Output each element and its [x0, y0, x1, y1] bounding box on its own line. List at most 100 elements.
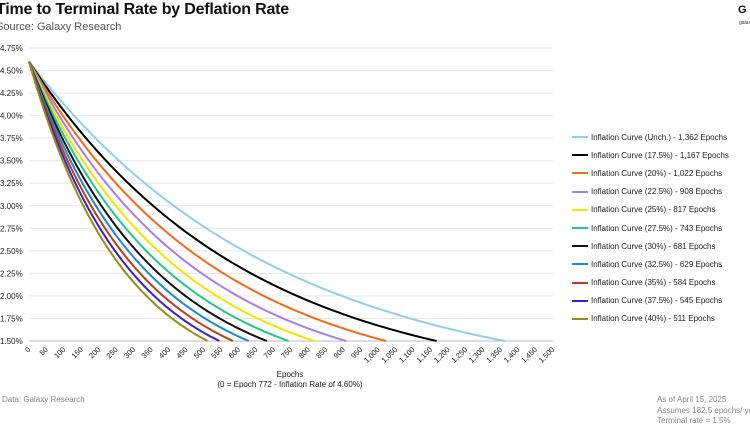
- x-tick-label: 450: [174, 345, 189, 360]
- footer-note-epochs: Assumes 182.5 epochs/ year: [657, 405, 750, 415]
- legend-item: Inflation Curve (30%) - 681 Epochs: [572, 237, 747, 255]
- legend-swatch: [572, 227, 588, 230]
- legend-item: Inflation Curve (20%) - 1,022 Epochs: [572, 164, 747, 182]
- series-line-7: [28, 61, 268, 342]
- x-tick-label: 650: [244, 345, 259, 360]
- legend-label: Inflation Curve (Unch.) - 1,362 Epochs: [591, 132, 728, 142]
- legend-item: Inflation Curve (25%) - 817 Epochs: [572, 201, 747, 219]
- legend-label: Inflation Curve (30%) - 681 Epochs: [591, 241, 716, 251]
- series-line-6: [28, 61, 289, 342]
- legend-item: Inflation Curve (35%) - 584 Epochs: [572, 274, 747, 292]
- legend-label: Inflation Curve (32.5%) - 629 Epochs: [591, 259, 723, 269]
- legend-item: Inflation Curve (27.5%) - 743 Epochs: [572, 219, 747, 237]
- x-tick-label: 550: [209, 345, 224, 360]
- y-tick-label: 2.25%: [0, 269, 23, 278]
- galaxy-logo: G galaxy: [732, 4, 750, 30]
- y-tick-label: 3.50%: [0, 157, 23, 166]
- galaxy-logo-mark-icon: G: [738, 4, 747, 16]
- legend-swatch: [572, 299, 588, 302]
- x-tick-label: 1,400: [502, 345, 522, 365]
- series-line-5: [28, 61, 315, 342]
- chart-legend: Inflation Curve (Unch.) - 1,362 Epochs In…: [572, 128, 747, 328]
- legend-swatch: [572, 190, 588, 193]
- x-tick-label: 350: [139, 345, 154, 360]
- footer-notes: As of April 15, 2025 Assumes 182.5 epoch…: [657, 395, 750, 427]
- x-tick-label: 700: [262, 345, 277, 360]
- x-tick-label: 1,150: [415, 345, 435, 365]
- x-tick-label: 50: [38, 345, 50, 357]
- legend-item: Inflation Curve (17.5%) - 1,167 Epochs: [572, 146, 747, 164]
- x-tick-label: 300: [122, 345, 137, 360]
- x-tick-label: 100: [52, 345, 67, 360]
- x-tick-label: 800: [297, 345, 312, 360]
- x-axis-title: Epochs: [276, 370, 304, 379]
- x-tick-label: 200: [87, 345, 102, 360]
- legend-swatch: [572, 136, 588, 139]
- x-tick-label: 1,350: [484, 345, 504, 365]
- series-line-1: [28, 60, 505, 342]
- x-tick-label: 150: [70, 345, 85, 360]
- legend-swatch: [572, 281, 588, 284]
- y-tick-label: 3.75%: [0, 134, 23, 143]
- y-tick-label: 4.00%: [0, 112, 23, 121]
- x-axis-note: (0 = Epoch 772 - Inflation Rate of 4.60%…: [217, 380, 363, 389]
- y-tick-label: 4.50%: [0, 67, 23, 76]
- series-line-3: [28, 61, 387, 342]
- x-tick-label: 1,000: [362, 345, 382, 365]
- y-tick-label: 1.50%: [0, 337, 23, 346]
- x-tick-label: 1,250: [449, 345, 469, 365]
- x-tick-label: 1,300: [467, 345, 487, 365]
- series-line-9: [28, 61, 234, 342]
- legend-label: Inflation Curve (25%) - 817 Epochs: [591, 205, 716, 215]
- y-tick-label: 3.25%: [0, 179, 23, 188]
- footer-data-source: Data: Galaxy Research: [2, 395, 85, 404]
- x-tick-label: 900: [332, 345, 347, 360]
- legend-label: Inflation Curve (22.5%) - 908 Epochs: [591, 187, 723, 197]
- legend-label: Inflation Curve (35%) - 584 Epochs: [591, 278, 716, 288]
- legend-item: Inflation Curve (32.5%) - 629 Epochs: [572, 255, 747, 273]
- y-tick-label: 3.00%: [0, 202, 23, 211]
- y-tick-label: 2.75%: [0, 224, 23, 233]
- x-tick-label: 400: [157, 345, 172, 360]
- legend-item: Inflation Curve (40%) - 511 Epochs: [572, 310, 747, 328]
- x-tick-label: 850: [314, 345, 329, 360]
- y-tick-label: 2.00%: [0, 292, 23, 301]
- series-line-4: [28, 61, 347, 342]
- legend-swatch: [572, 317, 588, 320]
- x-tick-label: 0: [23, 345, 32, 354]
- y-tick-label: 4.75%: [0, 44, 23, 53]
- chart-title: Time to Terminal Rate by Deflation Rate: [0, 1, 290, 18]
- x-tick-label: 250: [105, 345, 120, 360]
- x-tick-label: 1,450: [519, 345, 539, 365]
- series-line-10: [28, 61, 220, 342]
- legend-item: Inflation Curve (37.5%) - 545 Epochs: [572, 292, 747, 310]
- legend-label: Inflation Curve (17.5%) - 1,167 Epochs: [591, 150, 729, 160]
- legend-label: Inflation Curve (27.5%) - 743 Epochs: [591, 223, 723, 233]
- legend-swatch: [572, 208, 588, 211]
- series-line-2: [28, 60, 437, 342]
- legend-item: Inflation Curve (Unch.) - 1,362 Epochs: [572, 128, 747, 146]
- y-tick-label: 1.75%: [0, 314, 23, 323]
- legend-label: Inflation Curve (37.5%) - 545 Epochs: [591, 296, 723, 306]
- x-tick-label: 500: [192, 345, 207, 360]
- legend-swatch: [572, 154, 588, 157]
- footer-note-terminal: Terminal rate = 1.5%: [657, 416, 731, 425]
- x-tick-label: 1,050: [380, 345, 400, 365]
- legend-label: Inflation Curve (20%) - 1,022 Epochs: [591, 168, 723, 178]
- legend-swatch: [572, 263, 588, 266]
- legend-swatch: [572, 245, 588, 248]
- chart-subtitle: Source: Galaxy Research: [0, 21, 122, 33]
- galaxy-logo-text: galaxy: [739, 20, 750, 26]
- x-tick-label: 1,200: [432, 345, 452, 365]
- legend-item: Inflation Curve (22.5%) - 908 Epochs: [572, 183, 747, 201]
- legend-label: Inflation Curve (40%) - 511 Epochs: [591, 314, 715, 324]
- y-tick-label: 2.50%: [0, 247, 23, 256]
- x-tick-label: 600: [227, 345, 242, 360]
- series-line-11: [28, 61, 208, 342]
- footer-note-date: As of April 15, 2025: [657, 395, 727, 404]
- x-tick-label: 1,500: [537, 345, 557, 365]
- legend-swatch: [572, 172, 588, 175]
- y-tick-label: 4.25%: [0, 89, 23, 98]
- x-tick-label: 750: [279, 345, 294, 360]
